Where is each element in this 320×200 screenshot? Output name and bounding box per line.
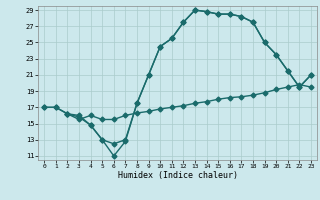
X-axis label: Humidex (Indice chaleur): Humidex (Indice chaleur) (118, 171, 238, 180)
